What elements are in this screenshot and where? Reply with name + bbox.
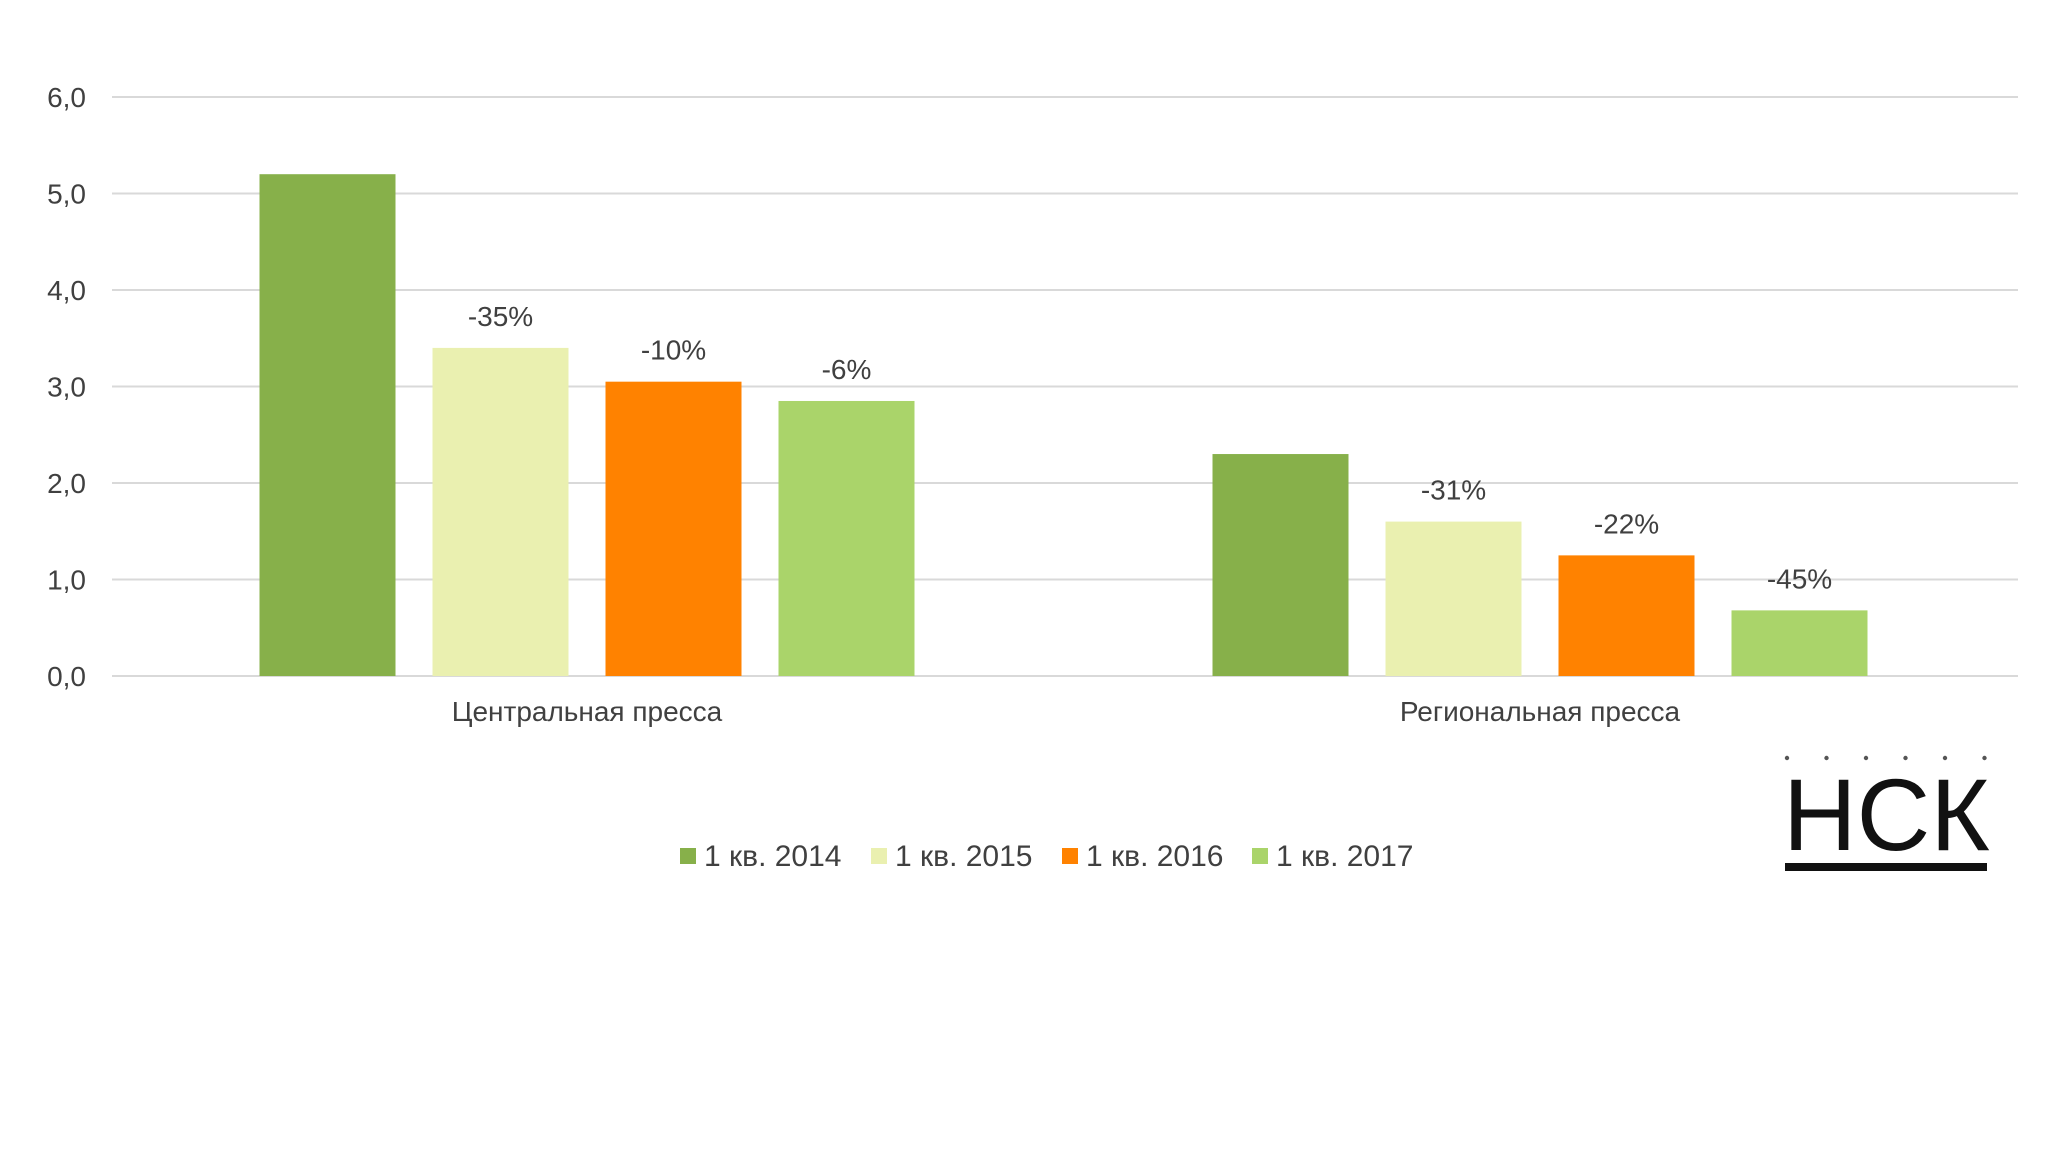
- y-tick-label: 0,0: [47, 661, 86, 692]
- legend-label: 1 кв. 2016: [1086, 840, 1224, 873]
- bar: [1385, 521, 1522, 676]
- bar: [1558, 555, 1695, 676]
- y-tick-label: 5,0: [47, 179, 86, 210]
- logo-text: НСК: [1783, 758, 1990, 872]
- data-labels: -35% -10% -6% -31% -22% -45%: [468, 301, 1832, 594]
- legend-swatch: [680, 848, 696, 864]
- logo-underline: [1785, 863, 1987, 871]
- legend: 1 кв. 2014 1 кв. 2015 1 кв. 2016 1 кв. 2017: [680, 840, 1414, 873]
- logo-dot: [1784, 755, 1790, 761]
- data-label: -31%: [1421, 475, 1486, 506]
- y-tick-label: 6,0: [47, 82, 86, 113]
- gridlines: [112, 96, 2018, 677]
- legend-swatch: [1252, 848, 1268, 864]
- y-axis-ticks: 0,0 1,0 2,0 3,0 4,0 5,0 6,0: [47, 82, 86, 692]
- nsk-logo: НСК: [1783, 755, 1990, 872]
- category-labels: Центральная пресса Региональная пресса: [452, 696, 1681, 727]
- bar: [778, 400, 915, 676]
- category-label: Центральная пресса: [452, 696, 723, 727]
- logo-dot: [1863, 755, 1869, 761]
- y-tick-label: 1,0: [47, 565, 86, 596]
- bar: [1731, 610, 1868, 676]
- data-label: -22%: [1594, 508, 1659, 539]
- legend-swatch: [1062, 848, 1078, 864]
- bar: [1212, 454, 1349, 676]
- legend-label: 1 кв. 2017: [1276, 840, 1414, 873]
- logo-dots: [1784, 755, 1987, 761]
- y-tick-label: 4,0: [47, 275, 86, 306]
- bar: [432, 347, 569, 676]
- bar: [605, 381, 742, 676]
- logo-dot: [1942, 755, 1948, 761]
- logo-dot: [1903, 755, 1908, 761]
- legend-swatch: [871, 848, 887, 864]
- data-label: -10%: [641, 335, 706, 366]
- y-tick-label: 3,0: [47, 372, 86, 403]
- data-label: -35%: [468, 301, 533, 332]
- data-label: -45%: [1767, 563, 1832, 594]
- logo-dot: [1824, 755, 1829, 761]
- legend-label: 1 кв. 2015: [895, 840, 1033, 873]
- category-label: Региональная пресса: [1400, 696, 1681, 727]
- bar: [259, 174, 396, 676]
- bars: [259, 174, 1868, 676]
- y-tick-label: 2,0: [47, 468, 86, 499]
- logo-dot: [1982, 755, 1987, 761]
- data-label: -6%: [822, 354, 872, 385]
- legend-label: 1 кв. 2014: [704, 840, 842, 873]
